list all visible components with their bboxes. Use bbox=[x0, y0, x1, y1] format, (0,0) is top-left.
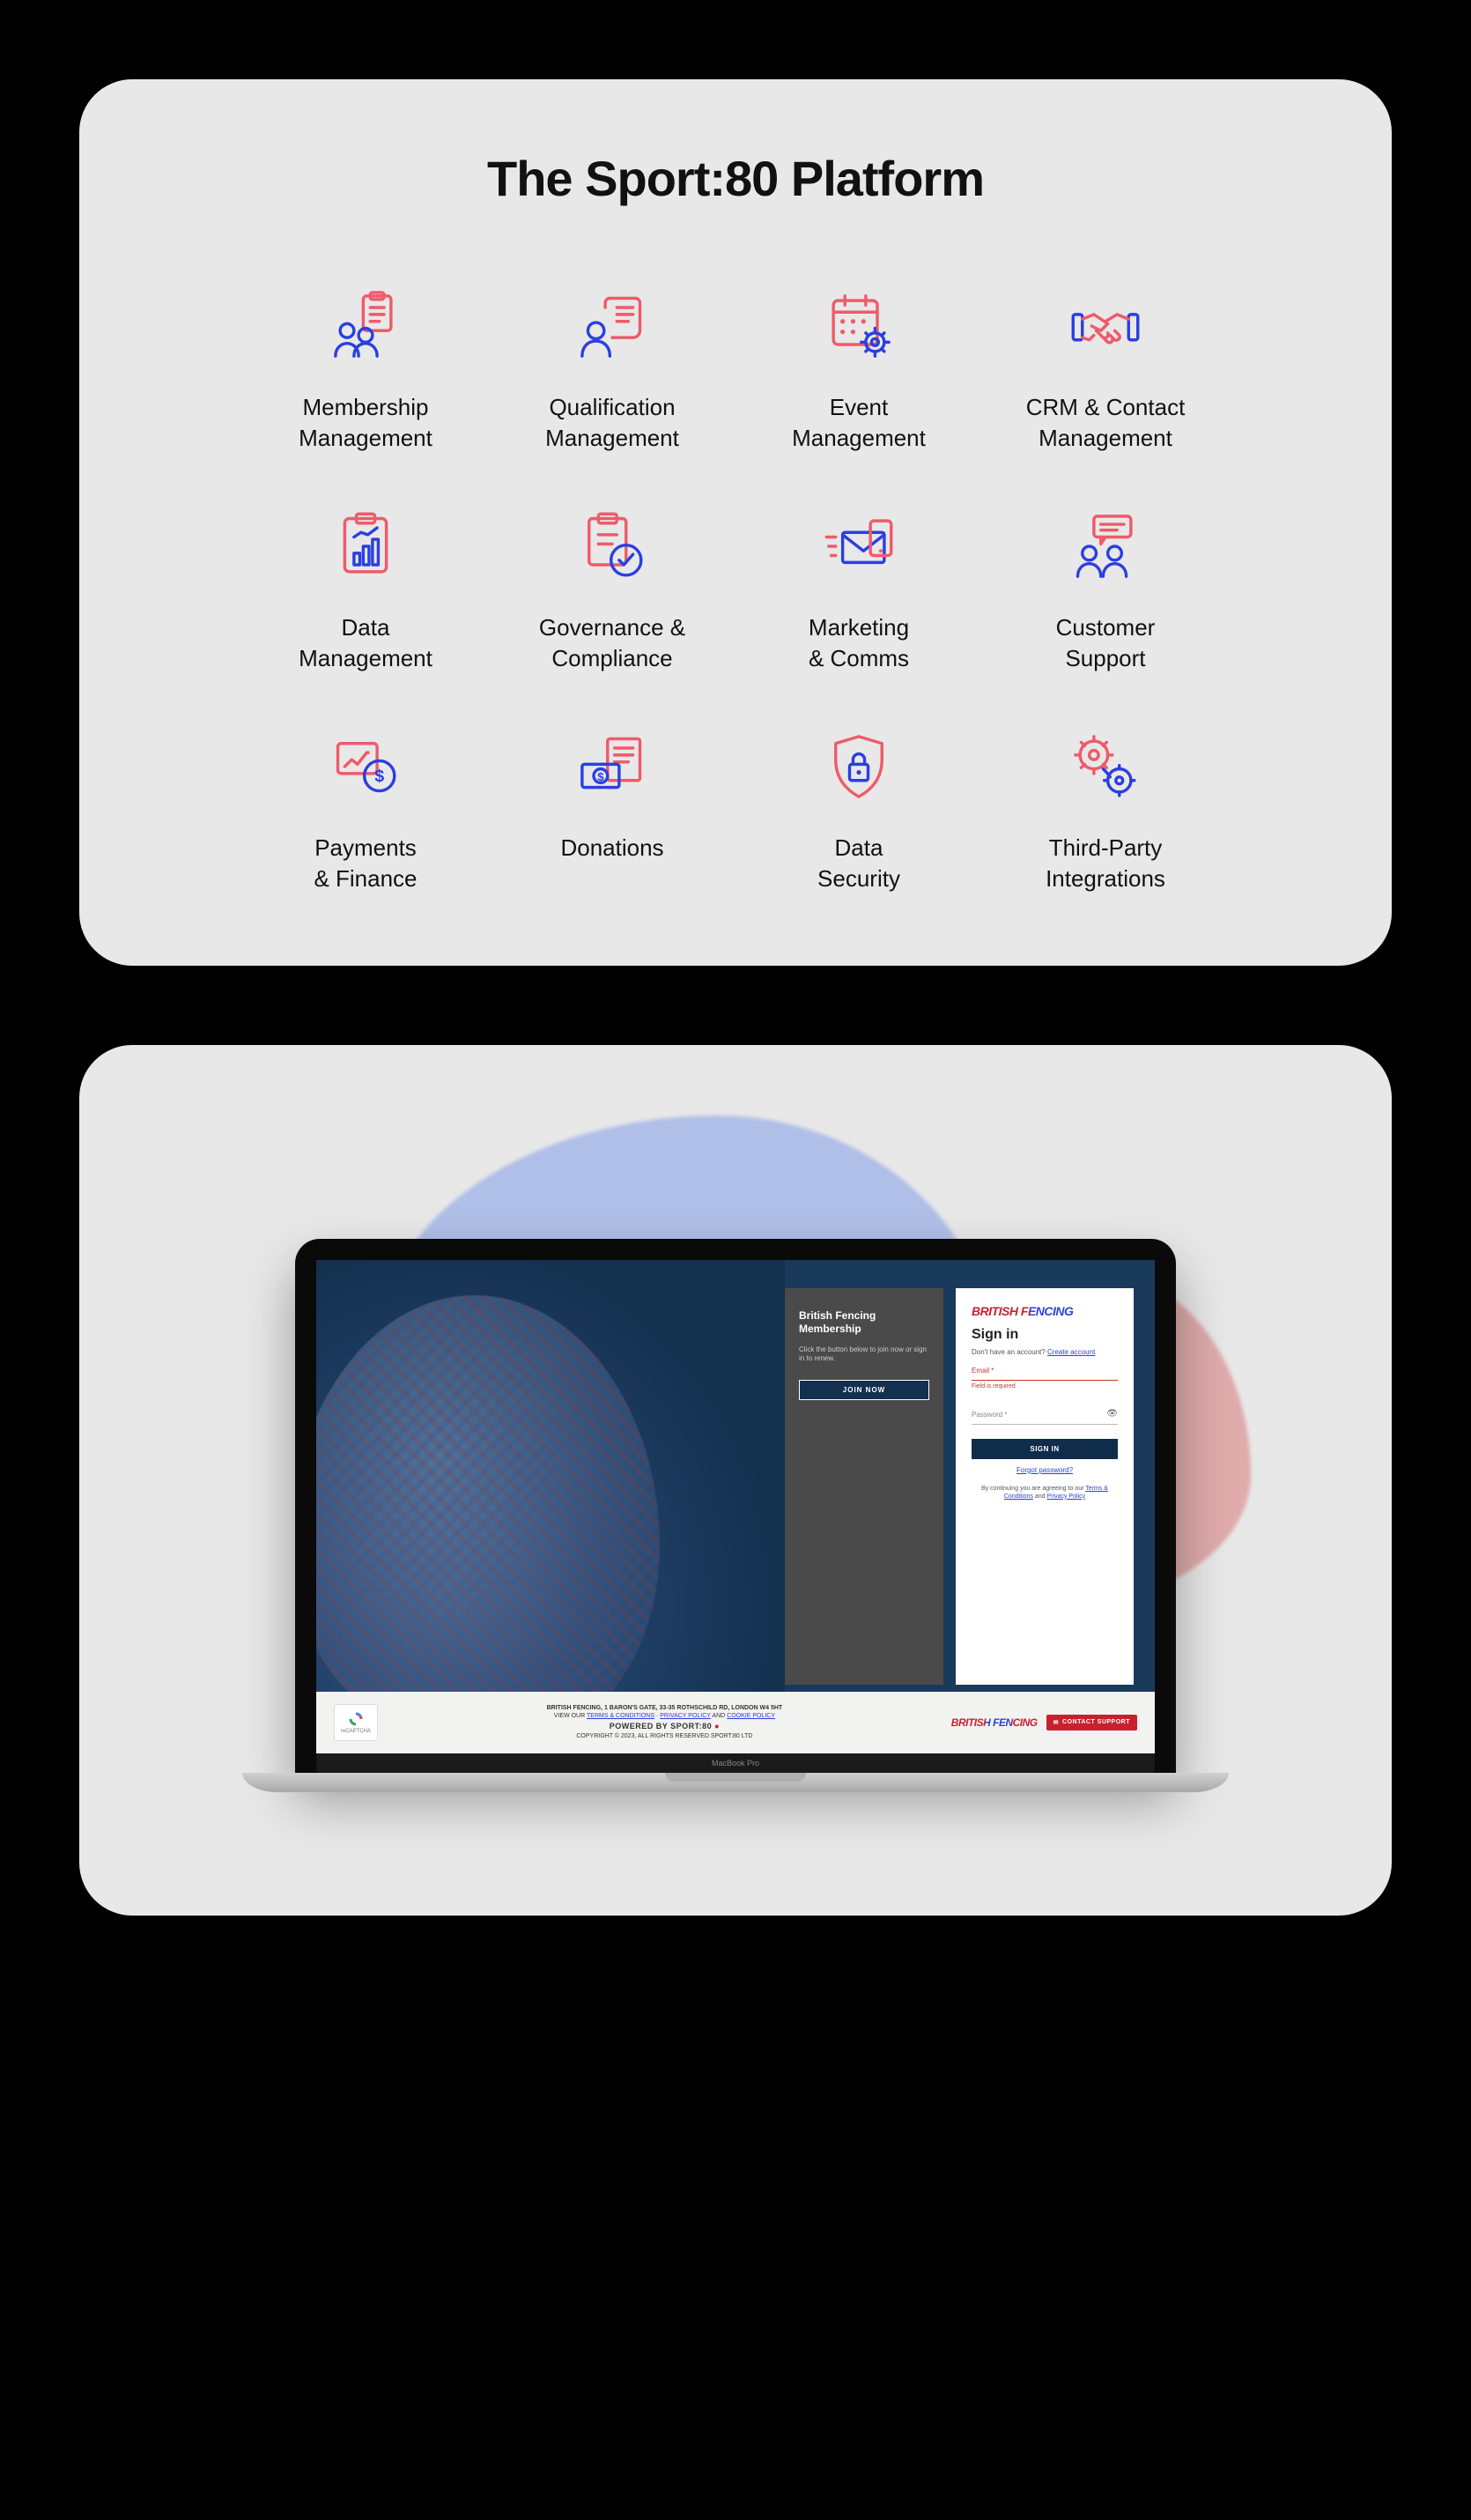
membership-panel: British Fencing Membership Click the but… bbox=[785, 1288, 943, 1685]
membership-subtitle: Click the button below to join now or si… bbox=[799, 1345, 929, 1364]
feature-item: Data Management bbox=[251, 507, 480, 674]
laptop-base bbox=[242, 1773, 1229, 1792]
feature-label: Data Management bbox=[299, 612, 432, 674]
footer-org-line: BRITISH FENCING, 1 BARON'S GATE, 33-35 R… bbox=[547, 1705, 783, 1711]
feature-label: Data Security bbox=[817, 833, 900, 894]
cash-doc-icon: $ bbox=[573, 727, 652, 806]
feature-item: Data Security bbox=[744, 727, 973, 894]
feature-item: $ Payments & Finance bbox=[251, 727, 480, 894]
signin-heading: Sign in bbox=[972, 1327, 1118, 1343]
british-fencing-logo: BRITISH FENCING bbox=[972, 1304, 1118, 1318]
join-now-button[interactable]: JOIN NOW bbox=[799, 1380, 929, 1400]
feature-item: Marketing & Comms bbox=[744, 507, 973, 674]
signin-button[interactable]: SIGN IN bbox=[972, 1439, 1118, 1459]
email-label: Email * bbox=[972, 1367, 1118, 1375]
footer-privacy-link[interactable]: PRIVACY POLICY bbox=[660, 1713, 711, 1719]
footer-terms-link[interactable]: TERMS & CONDITIONS bbox=[587, 1713, 654, 1719]
app-footer: reCAPTCHA BRITISH FENCING, 1 BARON'S GAT… bbox=[316, 1692, 1155, 1753]
feature-item: Customer Support bbox=[991, 507, 1220, 674]
feature-item: Membership Management bbox=[251, 286, 480, 454]
contact-support-button[interactable]: ✉ CONTACT SUPPORT bbox=[1046, 1715, 1137, 1731]
recaptcha-badge[interactable]: reCAPTCHA bbox=[334, 1704, 378, 1741]
feature-label: Third-Party Integrations bbox=[1046, 833, 1165, 894]
features-title: The Sport:80 Platform bbox=[132, 150, 1339, 207]
feature-item: CRM & Contact Management bbox=[991, 286, 1220, 454]
feature-label: CRM & Contact Management bbox=[1026, 392, 1186, 454]
terms-text: By continuing you are agreeing to our Te… bbox=[972, 1485, 1118, 1501]
footer-cookie-link[interactable]: COOKIE POLICY bbox=[727, 1713, 775, 1719]
people-chat-icon bbox=[1066, 507, 1145, 586]
feature-grid: Membership Management Qualification Mana… bbox=[251, 286, 1220, 895]
create-account-link[interactable]: Create account bbox=[1047, 1348, 1095, 1356]
hero-image-area bbox=[316, 1260, 785, 1753]
feature-item: Event Management bbox=[744, 286, 973, 454]
email-error: Field is required bbox=[972, 1383, 1118, 1390]
no-account-text: Don't have an account? Create account bbox=[972, 1348, 1118, 1356]
money-chart-icon: $ bbox=[326, 727, 405, 806]
footer-bf-logo: BRITISH FENCING bbox=[951, 1716, 1038, 1729]
person-scroll-icon bbox=[573, 286, 652, 366]
handshake-icon bbox=[1066, 286, 1145, 366]
feature-item: Qualification Management bbox=[498, 286, 727, 454]
signin-panel: BRITISH FENCING Sign in Don't have an ac… bbox=[956, 1288, 1134, 1685]
footer-and: AND bbox=[711, 1713, 727, 1719]
footer-powered: POWERED BY SPORT:80 bbox=[610, 1722, 712, 1731]
footer-view-prefix: VIEW OUR bbox=[554, 1713, 587, 1719]
footer-center: BRITISH FENCING, 1 BARON'S GATE, 33-35 R… bbox=[378, 1704, 951, 1741]
password-label: Password * bbox=[972, 1411, 1007, 1419]
envelope-send-icon bbox=[819, 507, 898, 586]
right-panels: British Fencing Membership Click the but… bbox=[785, 1288, 1134, 1685]
terms-and: and bbox=[1033, 1493, 1047, 1500]
laptop-notch bbox=[665, 1773, 806, 1782]
email-input[interactable] bbox=[972, 1380, 1118, 1381]
people-clipboard-icon bbox=[326, 286, 405, 366]
feature-label: Donations bbox=[560, 833, 663, 863]
recaptcha-label: reCAPTCHA bbox=[341, 1729, 371, 1734]
svg-text:$: $ bbox=[374, 767, 384, 786]
terms-prefix: By continuing you are agreeing to our bbox=[981, 1486, 1085, 1492]
feature-label: Qualification Management bbox=[545, 392, 679, 454]
feature-label: Governance & Compliance bbox=[539, 612, 685, 674]
right-column: British Fencing Membership Click the but… bbox=[785, 1260, 1155, 1753]
product-mockup-card: British Fencing Membership Click the but… bbox=[79, 1045, 1392, 1916]
feature-label: Event Management bbox=[792, 392, 926, 454]
fencing-mask-graphic bbox=[316, 1295, 660, 1753]
feature-label: Payments & Finance bbox=[314, 833, 417, 894]
footer-right: BRITISH FENCING ✉ CONTACT SUPPORT bbox=[951, 1715, 1137, 1731]
app-screen: British Fencing Membership Click the but… bbox=[316, 1260, 1155, 1753]
feature-label: Customer Support bbox=[1056, 612, 1156, 674]
platform-features-card: The Sport:80 Platform Membership Managem… bbox=[79, 79, 1392, 966]
clipboard-check-icon bbox=[573, 507, 652, 586]
no-account-prefix: Don't have an account? bbox=[972, 1348, 1047, 1356]
forgot-password-link[interactable]: Forgot password? bbox=[1016, 1466, 1073, 1474]
laptop-model-label: MacBook Pro bbox=[316, 1753, 1155, 1773]
shield-lock-icon bbox=[819, 727, 898, 806]
privacy-link[interactable]: Privacy Policy bbox=[1047, 1493, 1086, 1500]
feature-item: Third-Party Integrations bbox=[991, 727, 1220, 894]
laptop-mockup: British Fencing Membership Click the but… bbox=[295, 1239, 1176, 1792]
contact-support-label: CONTACT SUPPORT bbox=[1062, 1719, 1130, 1725]
mail-icon: ✉ bbox=[1053, 1719, 1059, 1726]
feature-label: Marketing & Comms bbox=[809, 612, 909, 674]
clipboard-chart-icon bbox=[326, 507, 405, 586]
feature-label: Membership Management bbox=[299, 392, 432, 454]
laptop-screen-frame: British Fencing Membership Click the but… bbox=[295, 1239, 1176, 1773]
show-password-icon[interactable]: 👁 bbox=[1106, 1409, 1118, 1419]
feature-item: $ Donations bbox=[498, 727, 727, 894]
calendar-gear-icon bbox=[819, 286, 898, 366]
svg-text:$: $ bbox=[597, 770, 604, 783]
feature-item: Governance & Compliance bbox=[498, 507, 727, 674]
footer-copyright: COPYRIGHT © 2023, ALL RIGHTS RESERVED SP… bbox=[378, 1732, 951, 1741]
password-input[interactable] bbox=[972, 1424, 1118, 1425]
membership-title: British Fencing Membership bbox=[799, 1309, 929, 1337]
gears-icon bbox=[1066, 727, 1145, 806]
